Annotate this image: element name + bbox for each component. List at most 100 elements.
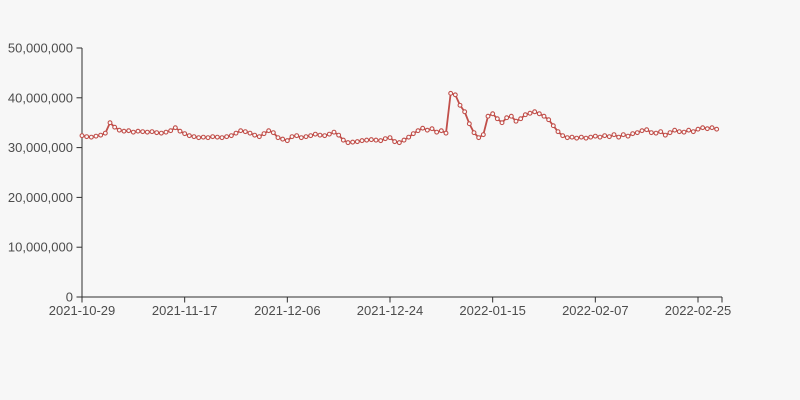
data-point	[546, 117, 552, 123]
data-point	[560, 133, 566, 139]
data-point	[434, 129, 440, 135]
data-point	[387, 135, 393, 141]
data-point	[382, 136, 388, 142]
data-point	[256, 134, 262, 140]
data-point	[578, 134, 584, 140]
data-point	[480, 132, 486, 138]
data-point	[336, 132, 342, 138]
y-tick-label: 40,000,000	[8, 90, 73, 105]
data-point	[326, 131, 332, 137]
data-point	[658, 129, 664, 135]
data-point	[485, 113, 491, 119]
data-point	[504, 115, 510, 121]
data-point	[252, 132, 258, 138]
data-point	[448, 90, 454, 96]
data-point	[690, 129, 696, 135]
data-point	[280, 136, 286, 142]
data-point	[186, 133, 192, 139]
data-point	[490, 111, 496, 117]
x-tick-label: 2022-02-07	[562, 303, 629, 318]
data-point	[709, 125, 715, 131]
data-point	[583, 135, 589, 141]
data-point	[149, 129, 155, 135]
data-point	[494, 116, 500, 122]
data-point	[564, 135, 570, 141]
data-point	[172, 125, 178, 131]
data-point	[625, 133, 631, 139]
y-tick-label: 20,000,000	[8, 190, 73, 205]
data-point	[135, 128, 141, 134]
data-point	[639, 128, 645, 134]
data-point	[182, 131, 188, 137]
data-point	[424, 127, 430, 133]
data-point	[518, 116, 524, 122]
data-point	[373, 137, 379, 143]
data-point	[644, 127, 650, 133]
data-point	[466, 121, 472, 127]
data-point	[177, 128, 183, 134]
data-point	[597, 134, 603, 140]
data-point	[676, 129, 682, 135]
data-point	[98, 132, 104, 138]
data-point	[331, 129, 337, 135]
data-point	[116, 127, 122, 133]
data-point	[508, 113, 514, 119]
data-point	[126, 128, 132, 134]
data-point	[527, 110, 533, 116]
data-point	[620, 132, 626, 138]
data-point	[452, 92, 458, 98]
data-point	[130, 129, 136, 135]
data-point	[457, 102, 463, 108]
data-point	[513, 118, 519, 124]
x-tick-label: 2022-02-25	[665, 303, 732, 318]
data-point	[648, 130, 654, 136]
data-point	[588, 134, 594, 140]
data-point	[121, 128, 127, 134]
data-point	[569, 134, 575, 140]
data-point	[415, 128, 421, 134]
y-tick-label: 50,000,000	[8, 41, 73, 56]
data-point	[686, 127, 692, 133]
data-point	[158, 130, 164, 136]
data-point	[93, 133, 99, 139]
data-point	[242, 129, 248, 135]
x-tick-label: 2022-01-15	[459, 303, 526, 318]
data-point	[410, 131, 416, 137]
data-point	[112, 124, 118, 130]
data-point	[289, 134, 295, 140]
data-point	[312, 131, 318, 137]
data-point	[84, 134, 90, 140]
x-tick-label: 2021-10-29	[49, 303, 116, 318]
data-point	[308, 133, 314, 139]
data-point	[345, 140, 351, 146]
data-point	[102, 130, 108, 136]
data-point	[471, 130, 477, 136]
x-tick-label: 2021-11-17	[152, 303, 218, 318]
data-point	[261, 131, 267, 137]
data-point	[438, 128, 444, 134]
data-point	[681, 129, 687, 135]
data-point	[107, 120, 113, 126]
data-point	[317, 132, 323, 138]
data-point	[359, 138, 365, 144]
data-point	[205, 135, 211, 141]
data-point	[550, 123, 556, 129]
data-point	[144, 129, 150, 135]
data-point	[672, 127, 678, 133]
data-point	[224, 134, 230, 140]
data-point	[662, 132, 668, 138]
data-point	[154, 130, 160, 136]
data-point	[476, 135, 482, 141]
data-point	[695, 126, 701, 132]
y-tick-label: 30,000,000	[8, 140, 73, 155]
data-point	[392, 139, 398, 145]
data-point	[401, 137, 407, 143]
data-point	[88, 134, 94, 140]
data-point	[79, 133, 85, 139]
data-point	[574, 135, 580, 141]
data-point	[350, 139, 356, 145]
data-point	[191, 134, 197, 140]
data-point	[219, 135, 225, 141]
